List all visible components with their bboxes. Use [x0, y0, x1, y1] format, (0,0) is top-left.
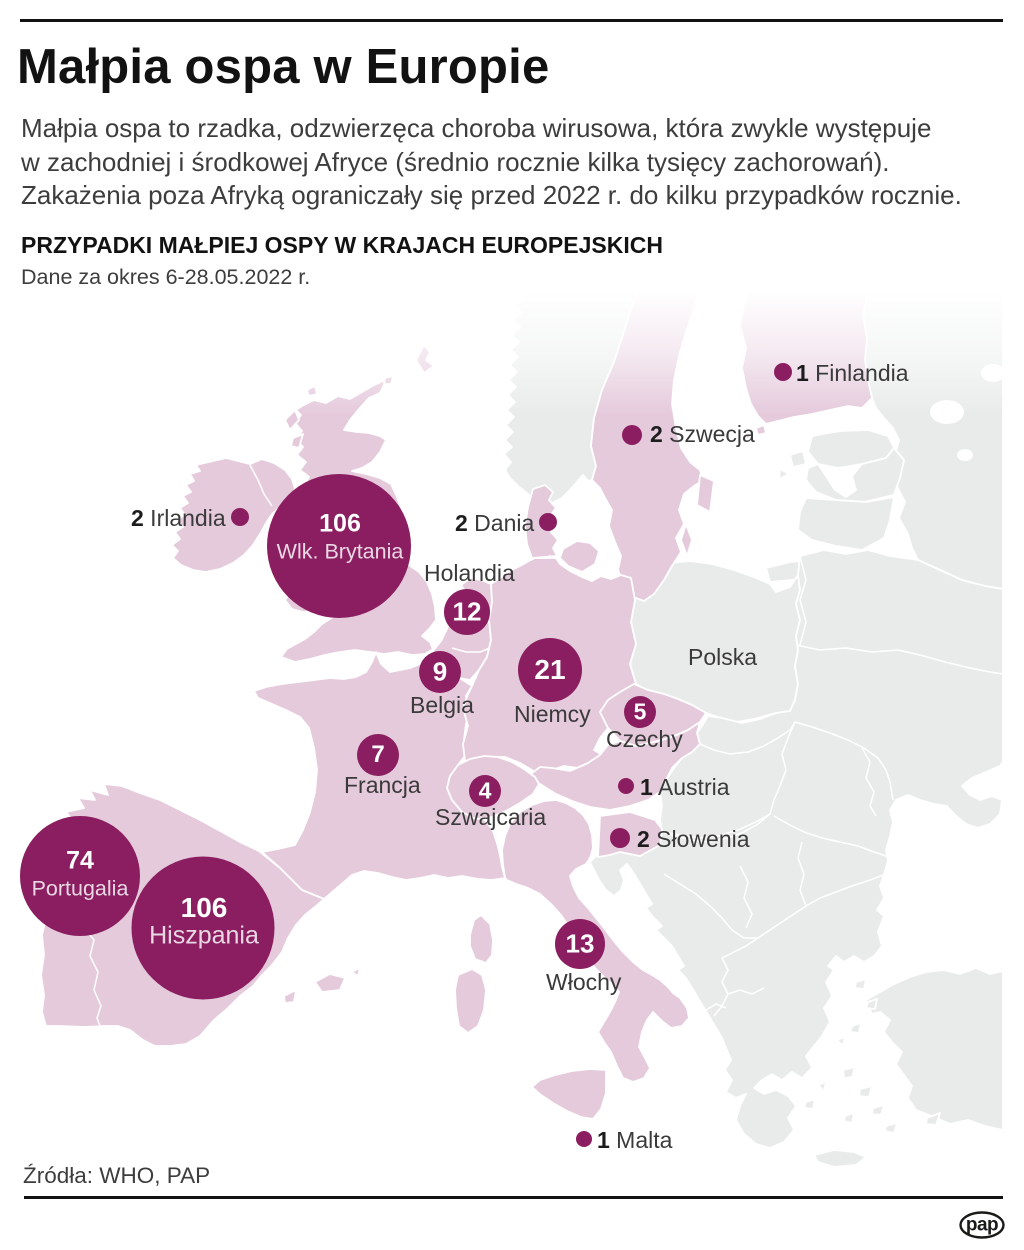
svg-text:pap: pap: [966, 1215, 998, 1236]
